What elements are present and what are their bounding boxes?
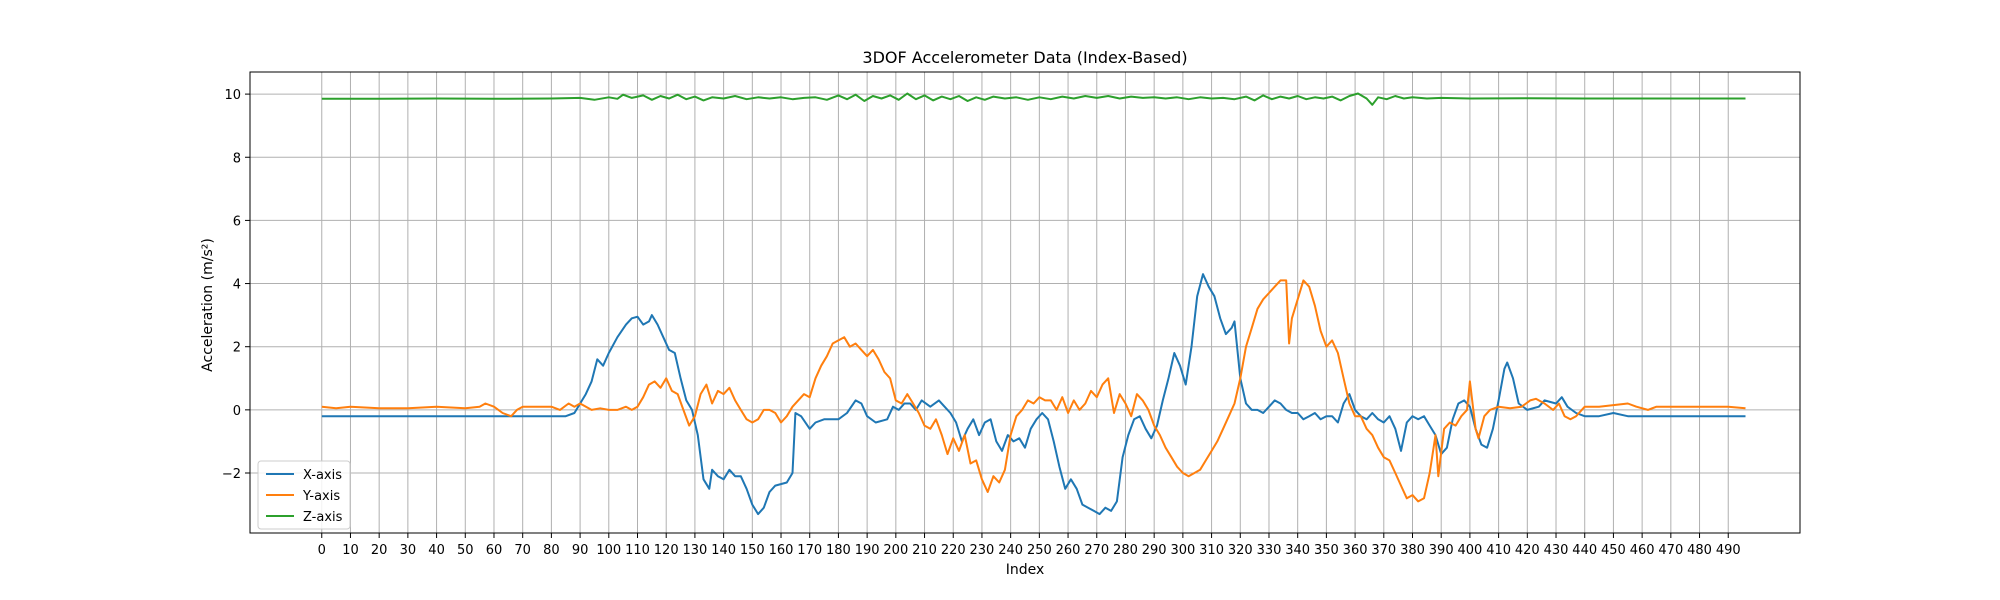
x-tick-label: 380: [1400, 543, 1425, 558]
x-tick-label: 0: [318, 543, 326, 558]
x-tick-label: 420: [1515, 543, 1540, 558]
x-tick-label: 120: [654, 543, 679, 558]
x-tick-label: 310: [1199, 543, 1224, 558]
x-tick-label: 10: [342, 543, 359, 558]
x-tick-label: 20: [371, 543, 388, 558]
series-layer: [321, 92, 1746, 516]
x-tick-label: 140: [711, 543, 736, 558]
x-tick-label: 330: [1257, 543, 1282, 558]
y-axis-title: Acceleration (m/s²): [200, 238, 216, 372]
y-tick-label: −2: [222, 467, 241, 482]
x-tick-label: 100: [596, 543, 621, 558]
x-tick-label: 110: [625, 543, 650, 558]
y-tick-label: 6: [233, 214, 241, 229]
x-tick-label: 30: [400, 543, 417, 558]
x-tick-label: 180: [826, 543, 851, 558]
legend-label-z: Z-axis: [303, 510, 343, 525]
x-tick-label: 270: [1084, 543, 1109, 558]
x-tick-label: 430: [1544, 543, 1569, 558]
x-tick-label: 220: [941, 543, 966, 558]
x-tick-label: 190: [855, 543, 880, 558]
plot-frame: [249, 71, 1801, 534]
series-line-z-axis: [321, 92, 1746, 106]
x-tick-label: 150: [740, 543, 765, 558]
x-tick-label: 80: [543, 543, 560, 558]
x-tick-label: 290: [1142, 543, 1167, 558]
legend-box: [257, 460, 351, 530]
x-tick-label: 410: [1486, 543, 1511, 558]
y-tick-label: 0: [233, 404, 241, 419]
y-tick-label: 2: [233, 341, 241, 356]
x-tick-label: 350: [1314, 543, 1339, 558]
series-line-y-axis: [321, 279, 1746, 503]
y-tick-layer: −2 0 2 4 6 8 10: [222, 88, 250, 482]
x-tick-label: 50: [457, 543, 474, 558]
x-tick-label: 240: [998, 543, 1023, 558]
x-tick-label: 390: [1429, 543, 1454, 558]
x-tick-label: 230: [970, 543, 995, 558]
y-tick-label: 10: [224, 88, 241, 103]
legend-label-x: X-axis: [303, 468, 342, 483]
x-tick-layer: 0 10 20 30 40 50 60 70 80 90 100 110 120 130 140 150 160…: [318, 533, 1741, 558]
x-axis-title: Index: [1006, 562, 1045, 578]
x-tick-label: 160: [769, 543, 794, 558]
y-tick-label: 8: [233, 151, 241, 166]
x-tick-label: 320: [1228, 543, 1253, 558]
x-tick-label: 490: [1716, 543, 1741, 558]
x-tick-label: 40: [428, 543, 445, 558]
x-tick-label: 70: [514, 543, 531, 558]
x-tick-label: 360: [1343, 543, 1368, 558]
x-tick-label: 90: [572, 543, 589, 558]
x-tick-label: 200: [883, 543, 908, 558]
x-tick-label: 260: [1056, 543, 1081, 558]
x-tick-label: 280: [1113, 543, 1138, 558]
chart-title: 3DOF Accelerometer Data (Index-Based): [862, 48, 1187, 67]
x-tick-label: 130: [682, 543, 707, 558]
x-tick-label: 470: [1658, 543, 1683, 558]
x-tick-label: 210: [912, 543, 937, 558]
grid-layer: [250, 72, 1800, 533]
x-tick-label: 460: [1630, 543, 1655, 558]
legend: X-axis Y-axis Z-axis: [257, 460, 351, 530]
x-tick-label: 370: [1371, 543, 1396, 558]
x-tick-label: 250: [1027, 543, 1052, 558]
x-tick-label: 340: [1285, 543, 1310, 558]
y-tick-label: 4: [233, 278, 241, 293]
series-line-x-axis: [321, 273, 1746, 516]
x-tick-label: 450: [1601, 543, 1626, 558]
legend-label-y: Y-axis: [302, 489, 340, 504]
x-tick-label: 400: [1457, 543, 1482, 558]
x-tick-label: 480: [1687, 543, 1712, 558]
x-tick-label: 300: [1170, 543, 1195, 558]
x-tick-label: 60: [486, 543, 503, 558]
x-tick-label: 170: [797, 543, 822, 558]
x-tick-label: 440: [1572, 543, 1597, 558]
